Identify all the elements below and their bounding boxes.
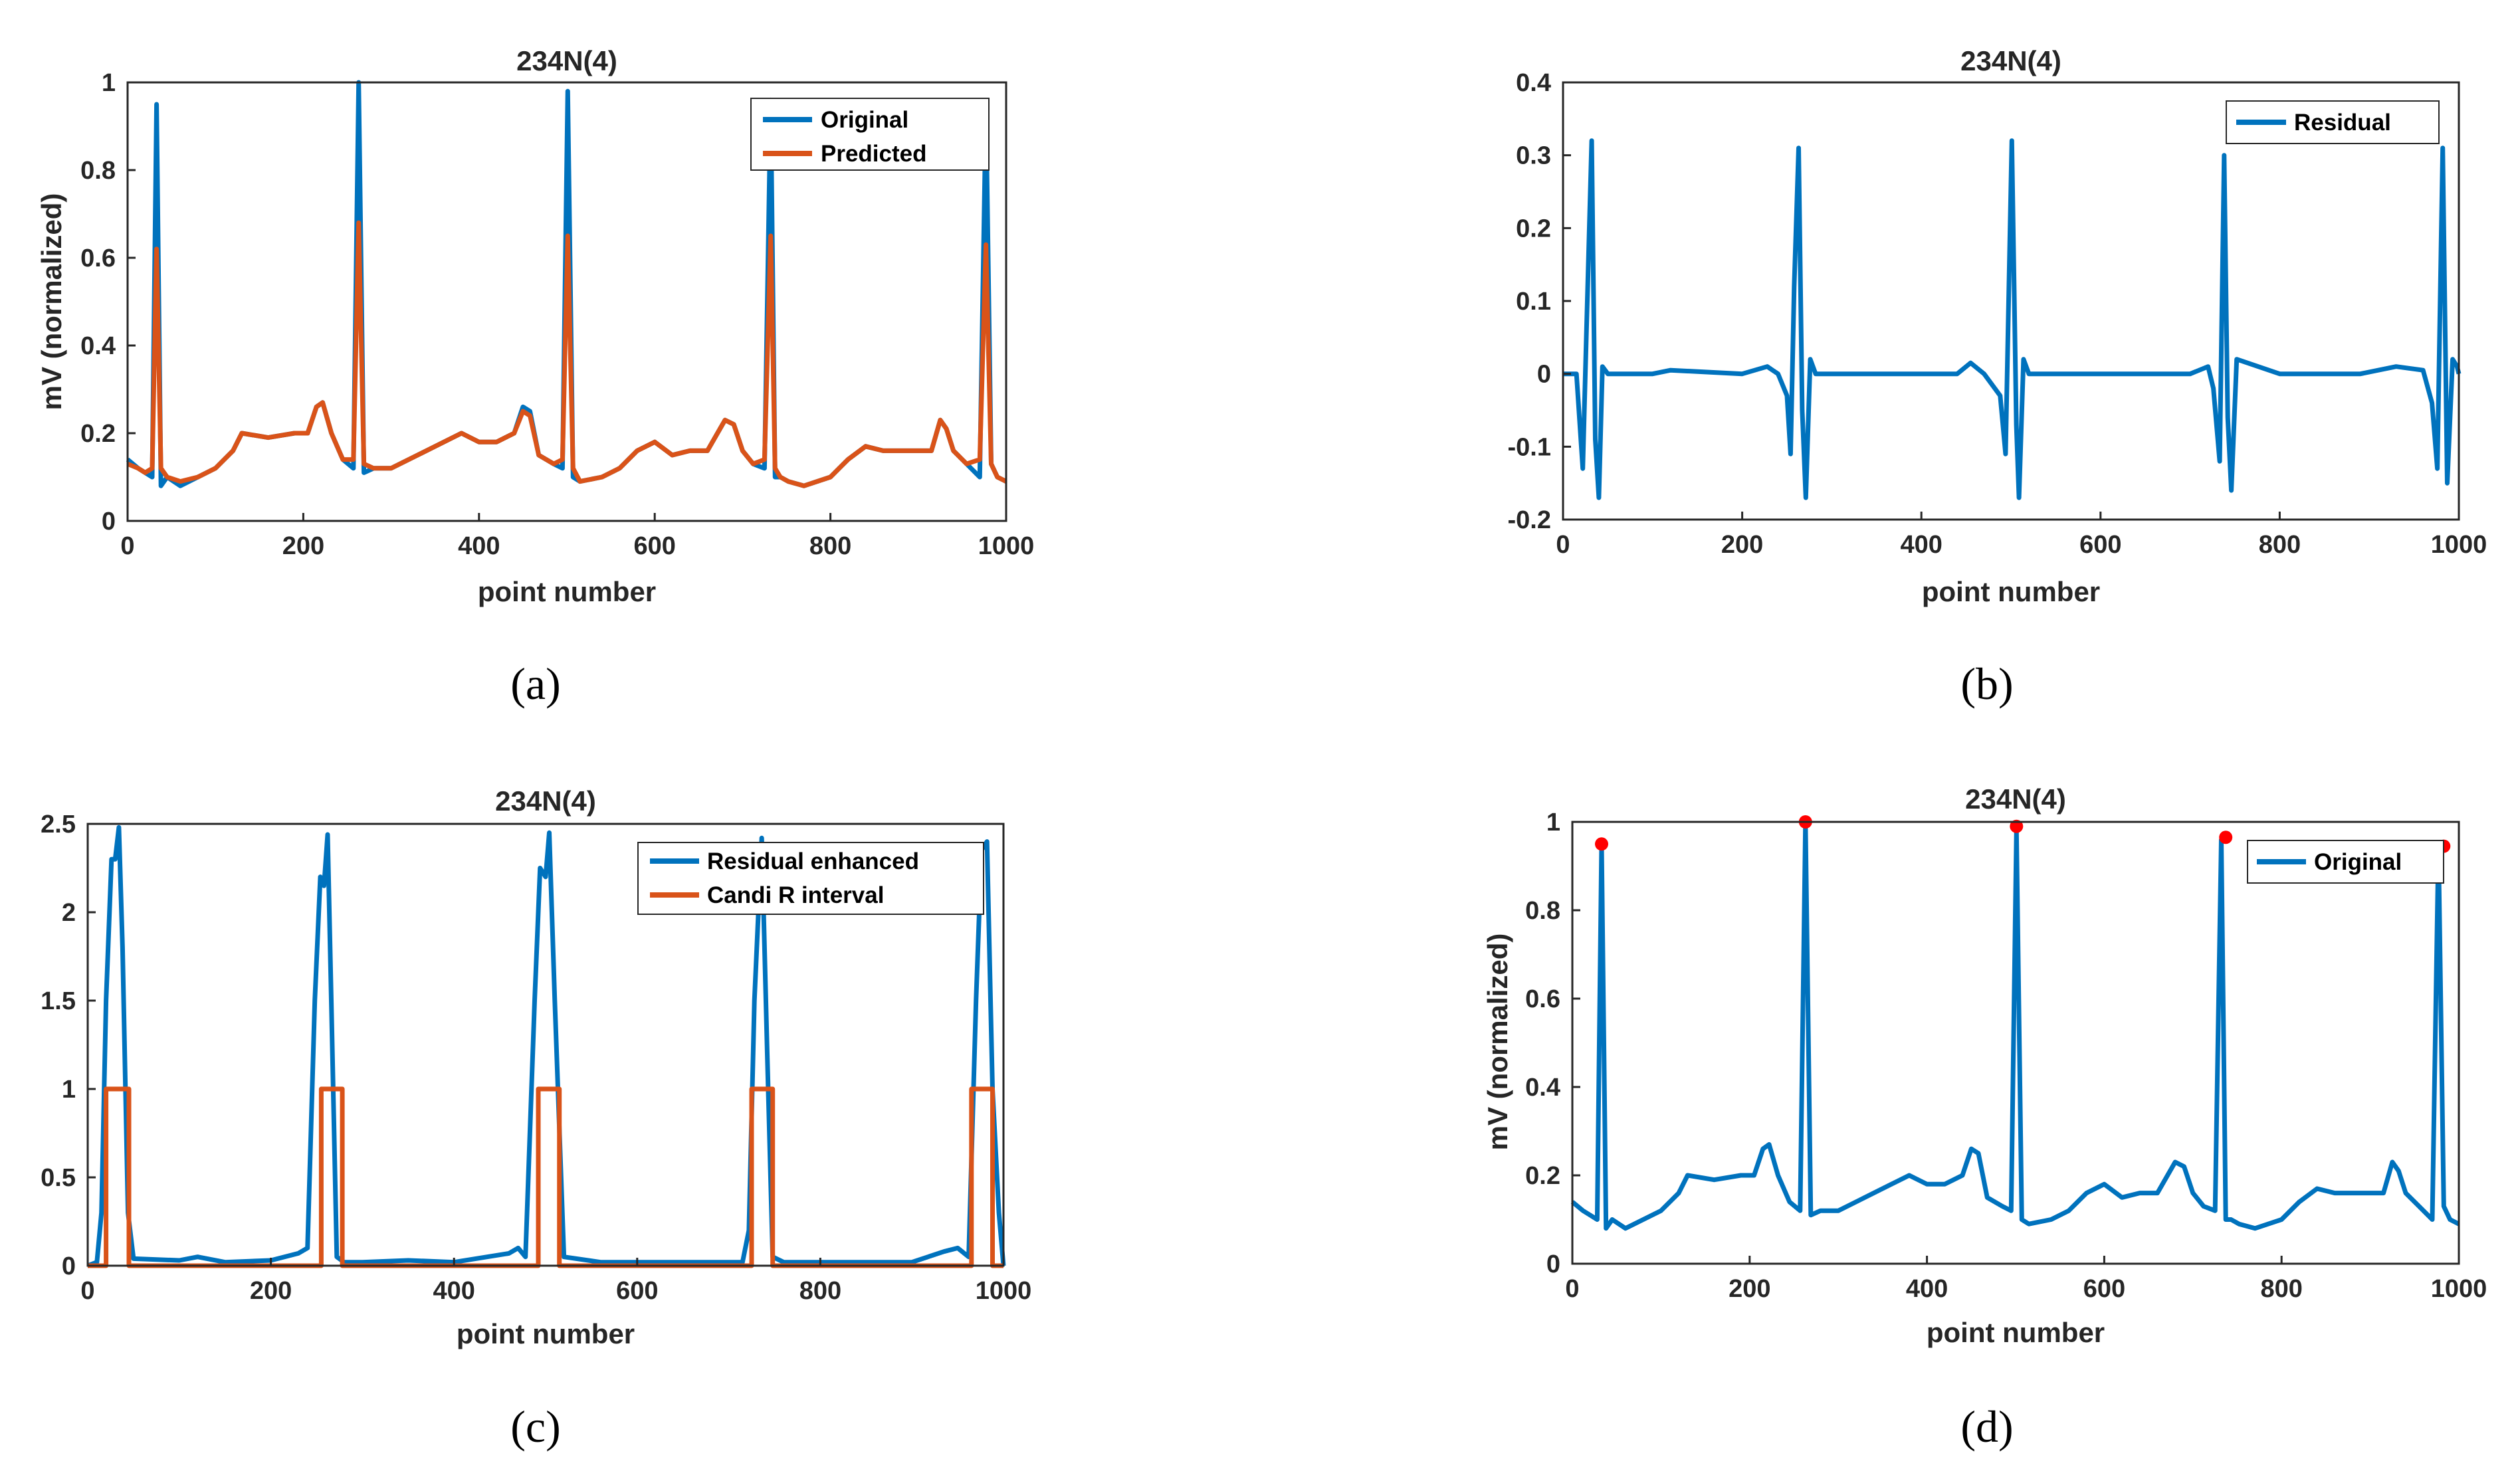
x-tick-label-a: 600 xyxy=(633,532,675,560)
y-tick-label-a: 0.2 xyxy=(80,420,116,448)
ticks-b: 0 200 400 600 800 1000 -0.2 -0.1 0 0.1 0.2 0.3 0.4 xyxy=(1508,69,2487,559)
legend-label-predicted-a: Predicted xyxy=(821,141,927,167)
x-tick-label-b: 600 xyxy=(2079,531,2121,559)
y-tick-label-b: -0.2 xyxy=(1508,506,1551,534)
caption-a: (a) xyxy=(510,658,560,709)
chart-panel-b: 234N(4) point number 0 200 400 600 800 1000 -0… xyxy=(1508,45,2487,607)
plot-frame-c xyxy=(86,823,1005,1267)
chart-title-c: 234N(4) xyxy=(495,785,596,817)
plot-lines-c xyxy=(86,825,1006,1268)
y-axis-label-a: mV (normalized) xyxy=(36,193,67,411)
legend-label-residual-b: Residual xyxy=(2294,110,2391,136)
y-tick-label-d: 0.8 xyxy=(1525,897,1560,925)
series-line-residual-b xyxy=(1563,138,2462,500)
y-tick-label-a: 0 xyxy=(102,508,116,536)
legend-b: Residual xyxy=(2226,100,2440,144)
y-tick-label-b: 0.1 xyxy=(1516,288,1551,316)
y-tick-label-d: 0.2 xyxy=(1525,1162,1560,1190)
legend-a: Original Predicted xyxy=(750,98,990,171)
x-tick-label-b: 1000 xyxy=(2431,531,2487,559)
x-axis-label-c: point number xyxy=(457,1318,635,1349)
x-tick-label-a: 800 xyxy=(809,532,851,560)
x-tick-label-b: 200 xyxy=(1721,531,1763,559)
x-tick-label-b: 800 xyxy=(2259,531,2301,559)
chart-panel-a: 234N(4) point number mV (normalized) 0 20… xyxy=(36,45,1034,607)
series-line-residual-enhanced-c xyxy=(86,825,1006,1268)
y-tick-label-c: 2 xyxy=(62,899,76,927)
chart-panel-d: 234N(4) point number mV (normalized) 0 20… xyxy=(1482,783,2487,1348)
legend-label-original-d: Original xyxy=(2314,849,2402,875)
x-tick-label-d: 1000 xyxy=(2431,1275,2487,1303)
plot-lines-a xyxy=(126,80,1007,488)
x-axis-label-b: point number xyxy=(1922,576,2100,607)
y-tick-label-a: 1 xyxy=(102,69,116,97)
x-axis-label-a: point number xyxy=(478,576,656,607)
y-tick-label-c: 0 xyxy=(62,1252,76,1280)
ticks-a: 0 200 400 600 800 1000 0 0.2 0.4 0.6 0.8 1 xyxy=(80,69,1034,560)
r-peak-marker-d xyxy=(2010,819,2024,833)
y-tick-label-b: 0.3 xyxy=(1516,142,1551,170)
legend-box-c xyxy=(637,842,984,915)
ticks-c: 0 200 400 600 800 1000 0 0.5 1 1.5 2 2.5 xyxy=(41,811,1031,1305)
y-tick-label-a: 0.6 xyxy=(80,245,116,272)
caption-c: (c) xyxy=(510,1401,560,1452)
y-tick-label-d: 1 xyxy=(1546,809,1560,836)
x-tick-label-a: 1000 xyxy=(978,532,1035,560)
legend-box-a xyxy=(750,98,990,171)
x-tick-label-a: 200 xyxy=(282,532,324,560)
legend-c: Residual enhanced Candi R interval xyxy=(637,842,984,915)
series-line-predicted-a xyxy=(126,220,1007,488)
x-tick-label-c: 200 xyxy=(250,1277,292,1305)
chart-title-b: 234N(4) xyxy=(1960,45,2061,76)
y-tick-label-d: 0.6 xyxy=(1525,985,1560,1013)
x-tick-label-a: 400 xyxy=(458,532,500,560)
chart-title-d: 234N(4) xyxy=(1965,783,2066,815)
plot-frame-b xyxy=(1562,81,2460,521)
y-tick-label-a: 0.4 xyxy=(80,332,116,360)
x-tick-label-b: 400 xyxy=(1900,531,1942,559)
y-tick-label-c: 1.5 xyxy=(41,987,76,1015)
y-tick-label-b: 0 xyxy=(1537,361,1551,389)
caption-d: (d) xyxy=(1960,1401,2013,1452)
y-tick-label-a: 0.8 xyxy=(80,157,116,185)
y-tick-label-c: 1 xyxy=(62,1076,76,1104)
x-tick-label-a: 0 xyxy=(120,532,134,560)
r-peak-marker-d xyxy=(2219,831,2233,844)
plot-frame-d xyxy=(1571,821,2460,1265)
x-tick-label-c: 600 xyxy=(616,1277,658,1305)
y-tick-label-d: 0.4 xyxy=(1525,1074,1560,1102)
x-tick-label-b: 0 xyxy=(1556,531,1570,559)
r-peak-marker-d xyxy=(1595,837,1608,851)
caption-b: (b) xyxy=(1960,658,2013,709)
y-tick-label-b: 0.2 xyxy=(1516,215,1551,243)
x-tick-label-d: 800 xyxy=(2260,1275,2302,1303)
x-axis-label-d: point number xyxy=(1927,1317,2105,1348)
legend-label-candi-r-interval-c: Candi R interval xyxy=(707,882,884,908)
y-tick-label-d: 0 xyxy=(1546,1250,1560,1278)
x-tick-label-d: 600 xyxy=(2083,1275,2125,1303)
x-tick-label-c: 0 xyxy=(80,1277,94,1305)
x-tick-label-c: 400 xyxy=(433,1277,474,1305)
x-tick-label-d: 200 xyxy=(1729,1275,1770,1303)
chart-panel-c: 234N(4) point number 0 200 400 600 800 100000… xyxy=(41,785,1031,1349)
legend-d: Original xyxy=(2247,840,2444,884)
plot-lines-b xyxy=(1563,138,2462,500)
x-tick-label-d: 400 xyxy=(1906,1275,1948,1303)
chart-title-a: 234N(4) xyxy=(516,45,617,76)
x-tick-label-c: 1000 xyxy=(976,1277,1032,1305)
y-tick-label-c: 0.5 xyxy=(41,1164,76,1192)
legend-label-original-a: Original xyxy=(821,107,908,133)
plot-frame-a xyxy=(126,81,1007,522)
y-tick-label-c: 2.5 xyxy=(41,811,76,838)
series-line-candi-r-interval-c xyxy=(88,1086,1003,1268)
y-tick-label-b: -0.1 xyxy=(1508,433,1551,461)
y-tick-label-b: 0.4 xyxy=(1516,69,1551,97)
legend-label-residual-enhanced-c: Residual enhanced xyxy=(707,848,919,874)
x-tick-label-d: 0 xyxy=(1565,1275,1579,1303)
legend-box-b xyxy=(2226,100,2440,144)
x-tick-label-c: 800 xyxy=(799,1277,841,1305)
y-axis-label-d: mV (normalized) xyxy=(1482,934,1513,1151)
